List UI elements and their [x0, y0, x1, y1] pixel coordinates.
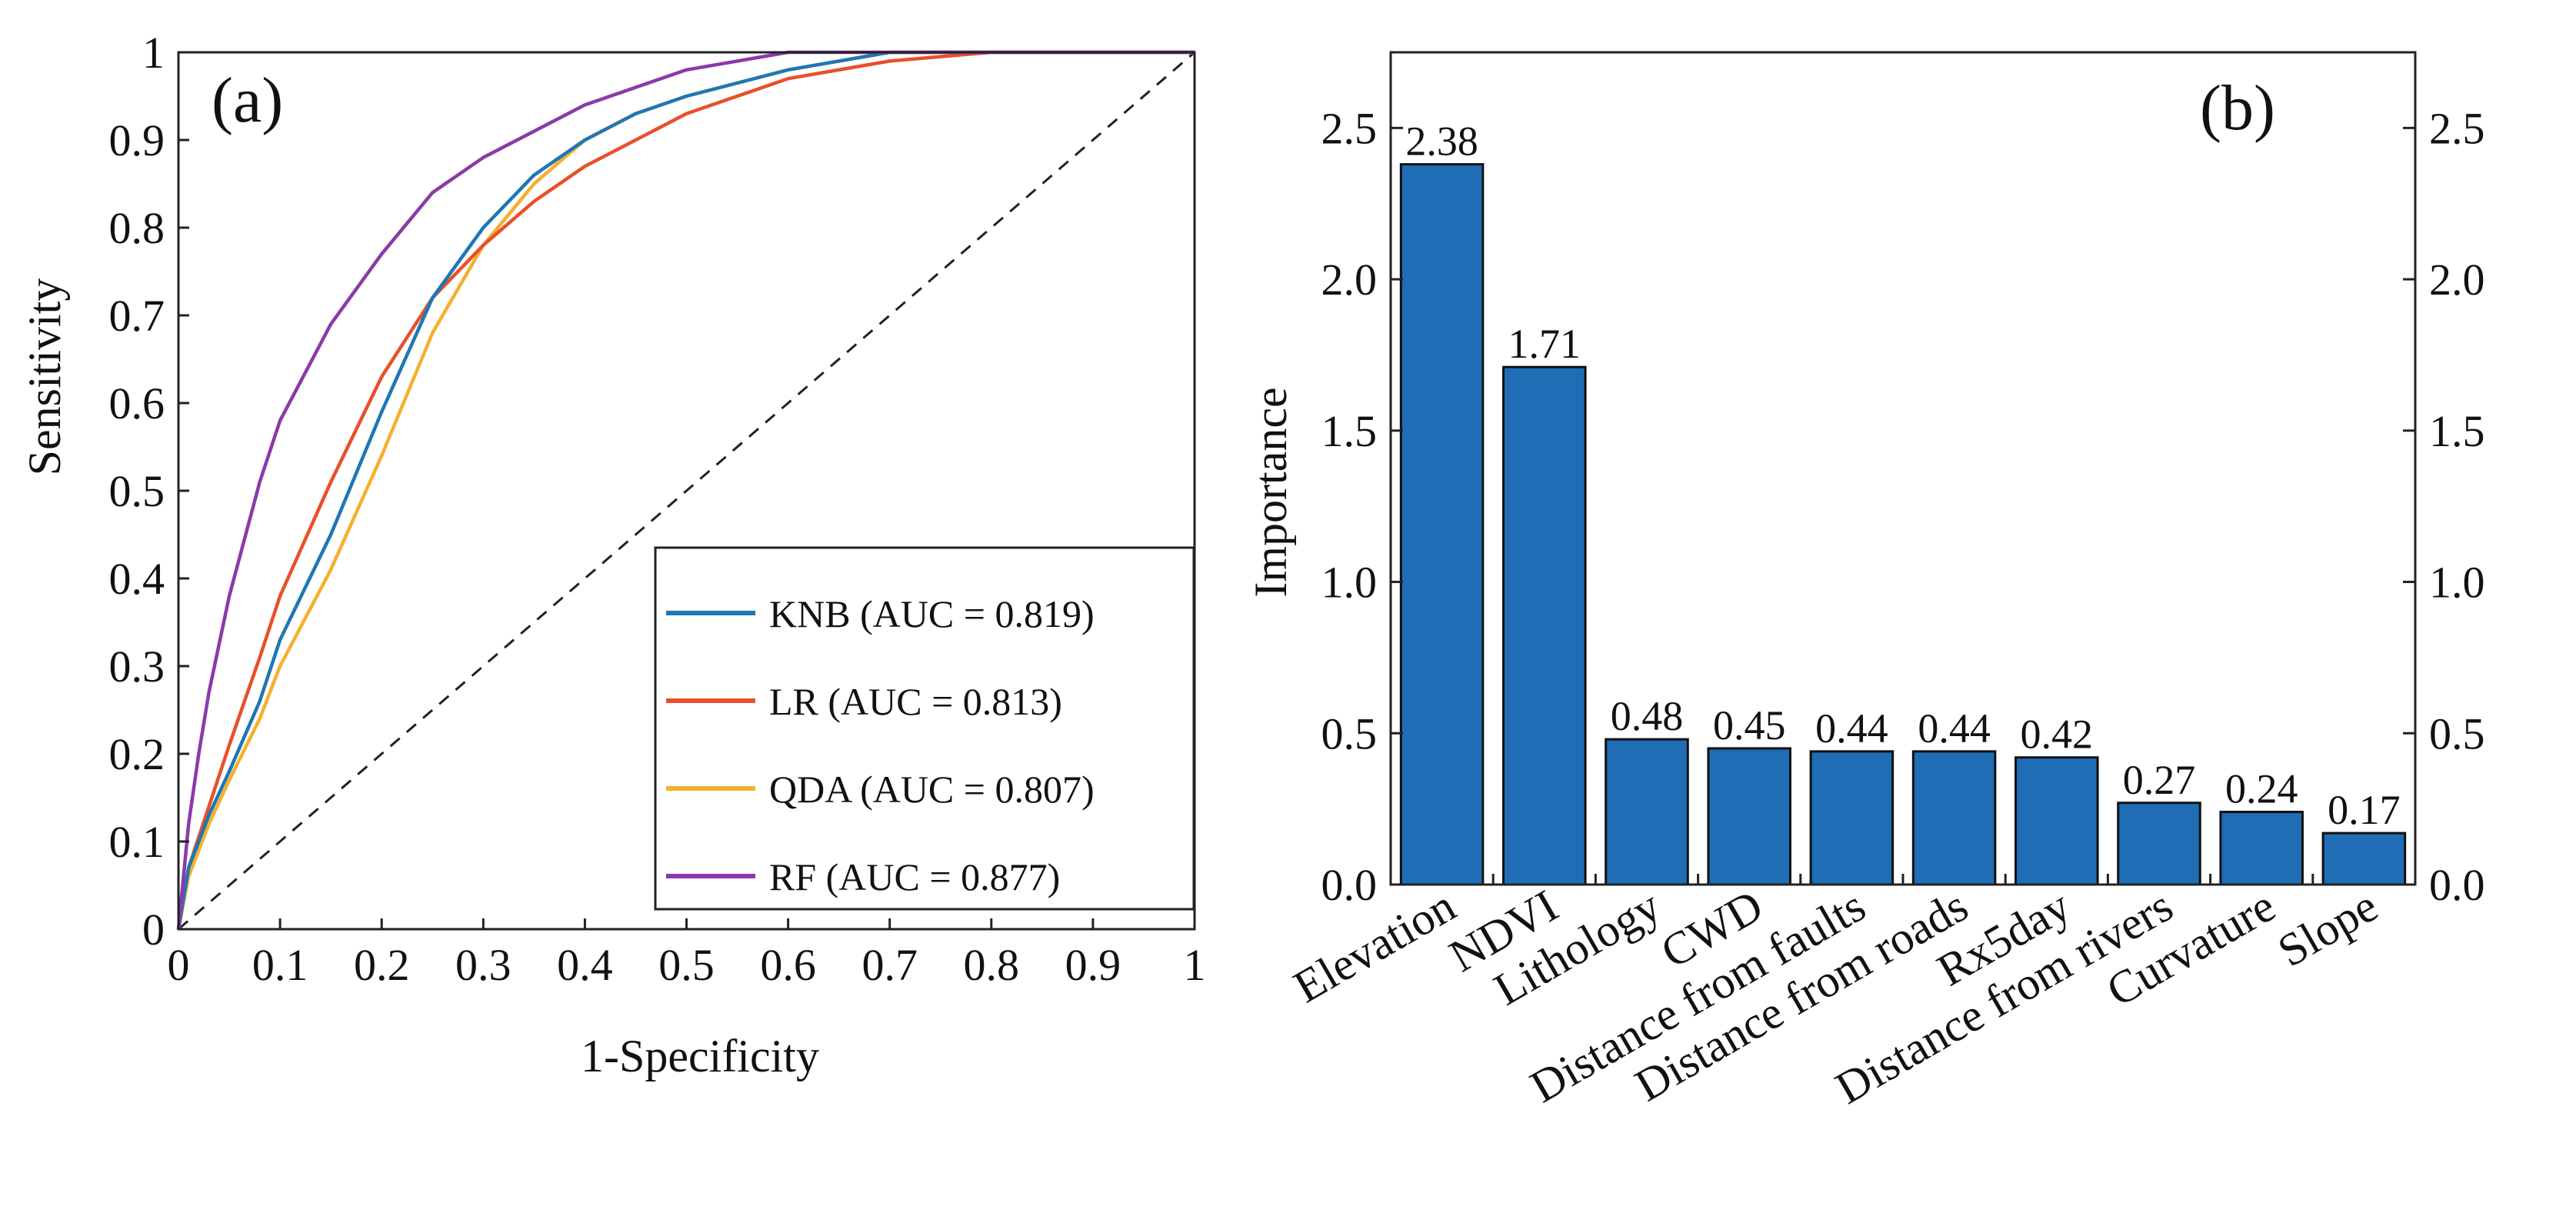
legend-entry: RF (AUC = 0.877) [666, 855, 1060, 898]
roc-x-tick-label: 0.2 [354, 940, 410, 990]
legend-label-qda: QDA (AUC = 0.807) [769, 768, 1095, 811]
importance-right-tick-label: 0.0 [2429, 860, 2485, 910]
importance-bar [2014, 756, 2099, 886]
roc-x-tick-label: 0.1 [252, 940, 308, 990]
roc-x-tick-label: 0.8 [964, 940, 1020, 990]
panel-label-a: (a) [212, 65, 283, 136]
importance-value-label: 1.71 [1508, 321, 1581, 367]
roc-x-tick-label: 0.4 [557, 940, 613, 990]
roc-y-tick-label: 0.9 [109, 115, 165, 165]
panel-label-b: (b) [2200, 72, 2275, 144]
roc-y-tick-label: 0 [142, 905, 165, 955]
legend-entry: LR (AUC = 0.813) [666, 680, 1062, 723]
roc-ticks: 0 0.1 0.2 0.3 0.4 0.5 0.6 0.7 0.8 0.9 1 0 0.1 0.2 0.3 0… [109, 28, 1206, 990]
importance-ticks: 0.0 0.5 1.0 1.5 2.0 2.5 0.0 0.5 1.0 1.5 2.0 2.5 [1321, 103, 2485, 910]
roc-y-axis-title: Sensitivity [19, 278, 70, 476]
roc-line-lr [176, 50, 1195, 930]
importance-y-tick-label: 2.0 [1321, 255, 1378, 305]
importance-y-axis-title: Importance [1245, 387, 1296, 597]
roc-y-tick-label: 0.4 [109, 554, 165, 604]
importance-value-label: 2.38 [1405, 118, 1478, 165]
roc-y-tick-label: 0.1 [109, 817, 165, 867]
roc-y-tick-label: 0.3 [109, 641, 165, 691]
importance-bar [2219, 811, 2304, 886]
importance-right-tick-label: 0.5 [2429, 708, 2485, 758]
roc-chart: 0 0.1 0.2 0.3 0.4 0.5 0.6 0.7 0.8 0.9 1 0 0.1 0.2 0.3 0… [19, 28, 1206, 1081]
importance-y-tick-label: 0.0 [1321, 860, 1378, 910]
roc-y-tick-label: 0.7 [109, 291, 165, 341]
importance-value-label: 0.17 [2328, 787, 2401, 833]
importance-y-tick-label: 0.5 [1321, 708, 1378, 758]
legend-entry: QDA (AUC = 0.807) [666, 768, 1095, 811]
roc-x-tick-label: 0.3 [455, 940, 512, 990]
importance-bar [1809, 750, 1895, 886]
roc-y-tick-label: 0.2 [109, 729, 165, 779]
legend-entry: KNB (AUC = 0.819) [666, 592, 1095, 635]
legend-label-knb: KNB (AUC = 0.819) [769, 592, 1095, 635]
importance-bar [1605, 738, 1689, 886]
importance-category-label: Slope [2270, 880, 2386, 976]
roc-legend: KNB (AUC = 0.819) LR (AUC = 0.813) QDA (… [654, 546, 1195, 911]
roc-x-tick-label: 0.6 [760, 940, 816, 990]
importance-value-label: 0.24 [2225, 766, 2298, 812]
roc-x-axis-title: 1-Specificity [581, 1031, 819, 1081]
roc-x-tick-label: 0.7 [861, 940, 918, 990]
roc-y-tick-label: 0.8 [109, 203, 165, 253]
importance-bar [1707, 747, 1791, 886]
roc-x-tick-label: 0.5 [658, 940, 715, 990]
importance-bar [2117, 801, 2201, 886]
importance-value-label: 0.42 [2021, 711, 2094, 758]
importance-bar [1911, 750, 1997, 886]
importance-value-labels: 2.38 1.71 0.48 0.45 0.44 0.44 0.42 0.27 0.24 0.17 [1405, 118, 2400, 834]
roc-y-tick-label: 0.6 [109, 378, 165, 428]
importance-right-tick-label: 1.5 [2429, 406, 2485, 456]
roc-x-tick-label: 1 [1184, 940, 1206, 990]
importance-y-tick-label: 1.0 [1321, 558, 1378, 608]
importance-value-label: 0.44 [1815, 705, 1888, 751]
roc-y-tick-label: 0.5 [109, 466, 165, 516]
importance-bar [1502, 365, 1587, 886]
roc-reference-diagonal [178, 51, 1195, 931]
importance-value-label: 0.45 [1713, 702, 1786, 748]
importance-value-label: 0.44 [1918, 705, 1991, 751]
importance-right-tick-label: 1.0 [2429, 558, 2485, 608]
roc-y-tick-label: 1 [142, 28, 165, 78]
importance-right-tick-label: 2.0 [2429, 255, 2485, 305]
legend-label-lr: LR (AUC = 0.813) [769, 680, 1062, 723]
importance-bar [1399, 163, 1485, 886]
roc-legend-box [654, 546, 1195, 911]
importance-value-label: 0.27 [2123, 757, 2196, 803]
importance-chart: 2.38 1.71 0.48 0.45 0.44 0.44 0.42 0.27 0.24 0.17… [1245, 51, 2485, 1114]
importance-right-tick-label: 2.5 [2429, 103, 2485, 153]
legend-label-rf: RF (AUC = 0.877) [769, 855, 1060, 898]
roc-x-tick-label: 0 [168, 940, 190, 990]
importance-bar [2321, 831, 2407, 886]
importance-bars [1399, 163, 2407, 886]
importance-y-tick-label: 1.5 [1321, 406, 1378, 456]
importance-y-tick-label: 2.5 [1321, 103, 1378, 153]
importance-value-label: 0.48 [1611, 693, 1684, 739]
roc-x-tick-label: 0.9 [1065, 940, 1121, 990]
